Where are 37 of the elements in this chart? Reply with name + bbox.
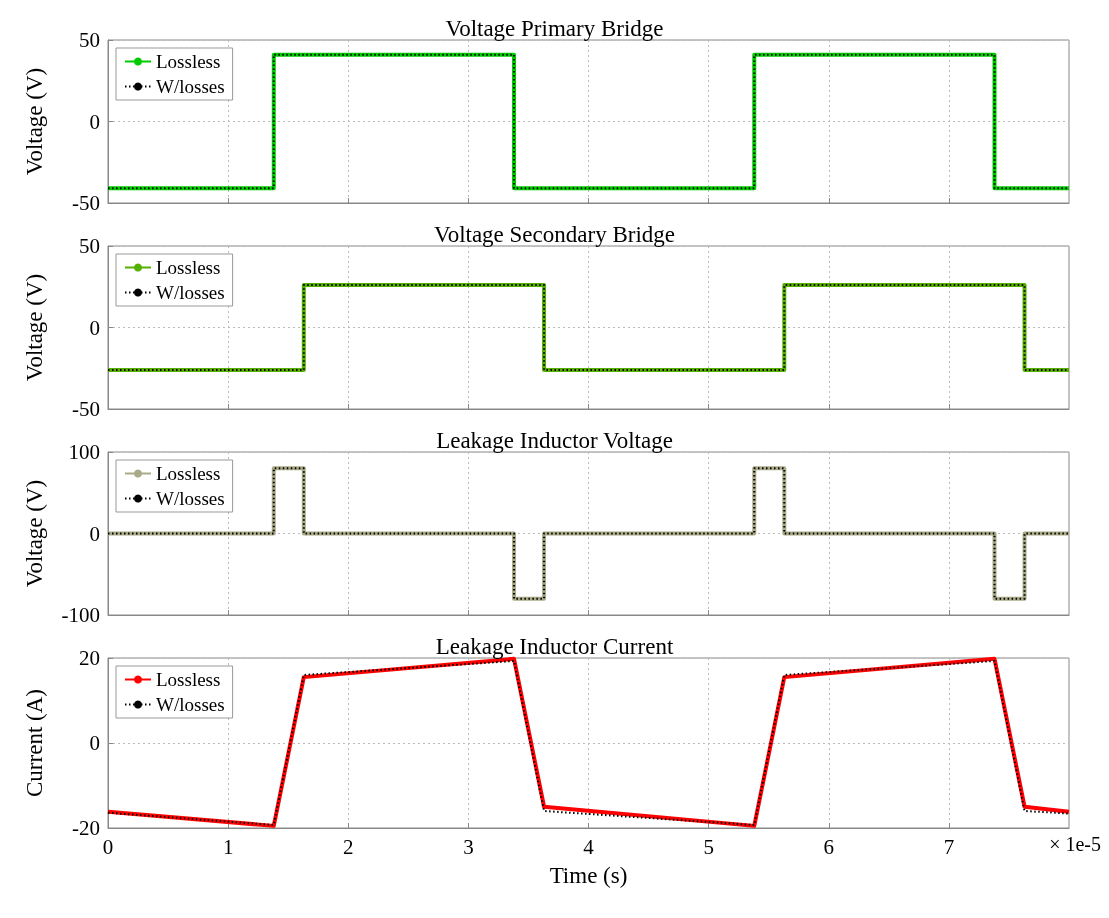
legend-label: Lossless <box>156 463 221 484</box>
y-tick-label: -100 <box>61 603 100 627</box>
y-tick-label: 100 <box>68 440 100 464</box>
y-tick-label: -50 <box>72 397 100 421</box>
y-tick-label: 0 <box>89 731 100 755</box>
legend-label: Lossless <box>156 51 221 72</box>
legend-label: W/losses <box>156 488 225 509</box>
y-axis-title: Voltage (V) <box>22 479 47 588</box>
y-tick-label: 50 <box>79 28 100 52</box>
y-axis-title: Current (A) <box>22 689 47 797</box>
y-tick-label: 0 <box>89 521 100 546</box>
y-axis-title: Voltage (V) <box>22 273 47 382</box>
legend-label: Lossless <box>156 669 221 690</box>
legend-label: Lossless <box>156 257 221 278</box>
y-tick-label: 0 <box>89 109 100 134</box>
chart-title: Voltage Primary Bridge <box>445 16 664 41</box>
x-tick-label: 4 <box>583 834 595 859</box>
y-tick-label: -50 <box>72 191 100 215</box>
legend-label: W/losses <box>156 694 225 715</box>
legend-label: W/losses <box>156 282 225 303</box>
y-tick-label: 20 <box>79 646 100 670</box>
x-tick-label: 1 <box>222 834 234 859</box>
chart-title: Voltage Secondary Bridge <box>433 222 676 247</box>
x-tick-label: 5 <box>703 834 714 859</box>
y-tick-label: 50 <box>79 234 100 258</box>
chart-title: Leakage Inductor Voltage <box>436 428 673 453</box>
legend-label: W/losses <box>156 76 225 97</box>
chart-title: Leakage Inductor Current <box>435 634 674 659</box>
y-axis-title: Voltage (V) <box>22 67 47 176</box>
y-tick-label: -20 <box>72 816 100 840</box>
x-tick-label: 2 <box>343 834 354 859</box>
x-tick-label: 6 <box>823 834 834 859</box>
x-tick-label: 7 <box>943 834 955 859</box>
x-tick-label: 3 <box>463 834 474 859</box>
y-tick-label: 0 <box>89 315 100 340</box>
text: × 1e-5 <box>1049 833 1102 855</box>
x-axis-title: Time (s) <box>549 863 628 888</box>
